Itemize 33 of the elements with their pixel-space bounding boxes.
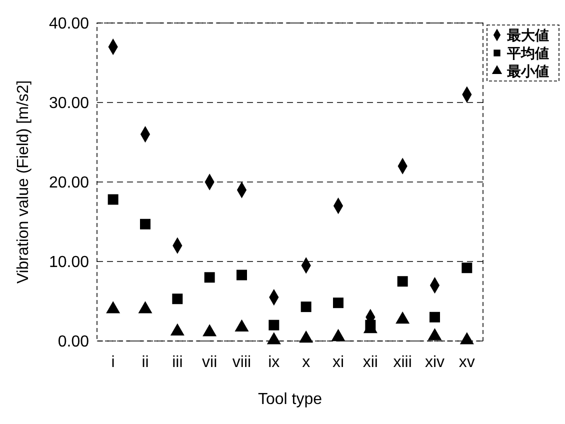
point [108, 194, 118, 205]
x-tick-label: viii [232, 354, 252, 371]
x-tick-label: x [302, 354, 310, 371]
y-axis-title: Vibration value (Field) [m/s2] [15, 80, 32, 284]
point [430, 312, 440, 322]
x-tick-label: ix [268, 354, 280, 371]
y-tick-label: 20.00 [48, 174, 90, 192]
point [172, 294, 183, 304]
x-tick-label: ii [142, 354, 149, 371]
y-tick-label: 10.00 [48, 254, 90, 272]
x-axis-title: Tool type [258, 391, 322, 408]
legend-label: 最小値 [506, 64, 549, 80]
x-tick-label: xii [362, 354, 378, 371]
point [462, 262, 472, 274]
x-tick-label: xv [458, 354, 475, 371]
point [300, 302, 312, 312]
point [333, 298, 344, 308]
point [204, 272, 215, 283]
legend-label: 平均値 [506, 46, 549, 62]
y-tick-label: 40.00 [48, 16, 90, 33]
x-tick-label: vii [202, 354, 218, 371]
point [140, 218, 150, 230]
x-tick-label: xiii [393, 354, 412, 371]
point [397, 276, 408, 287]
point [268, 320, 280, 330]
legend-label: 最大値 [506, 28, 549, 44]
x-tick-label: iii [172, 354, 183, 371]
point [236, 270, 247, 280]
x-tick-label: xiv [424, 354, 445, 371]
y-tick-label: 0.00 [58, 334, 90, 351]
y-tick-label: 30.00 [48, 95, 90, 112]
x-tick-label: xi [332, 354, 344, 371]
x-tick-label: i [111, 354, 115, 371]
